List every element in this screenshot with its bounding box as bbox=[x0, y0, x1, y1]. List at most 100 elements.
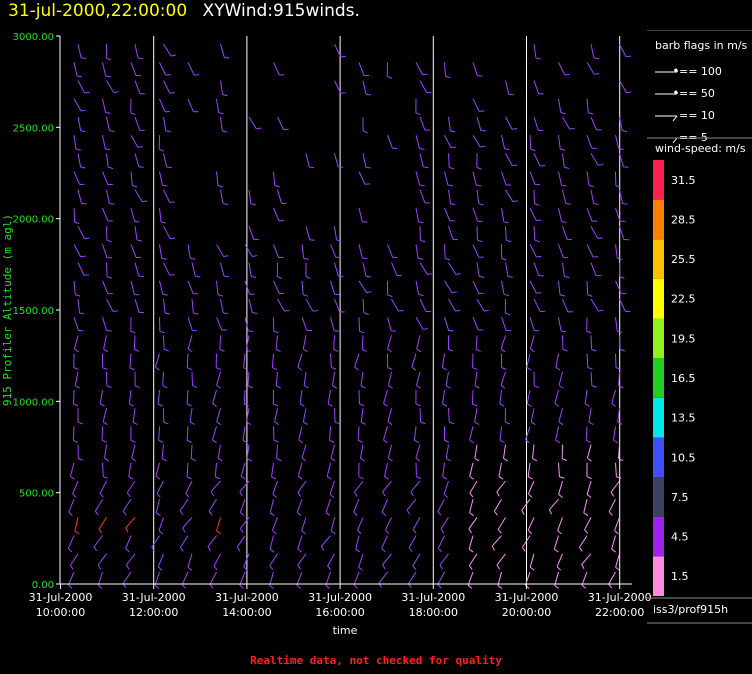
wind-barb bbox=[334, 298, 341, 313]
wind-barb-tick bbox=[365, 275, 371, 278]
wind-barb bbox=[553, 535, 559, 550]
wind-barb bbox=[500, 335, 506, 349]
wind-barb-tick bbox=[94, 510, 99, 516]
wind-barb bbox=[77, 225, 85, 239]
wind-barb bbox=[505, 80, 510, 95]
wind-barb-tick bbox=[185, 493, 190, 498]
wind-barb bbox=[558, 135, 561, 150]
wind-barb bbox=[387, 335, 392, 349]
wind-barb bbox=[472, 280, 480, 294]
wind-barb-tick bbox=[109, 202, 115, 205]
wind-barb bbox=[212, 426, 217, 440]
wind-barb bbox=[529, 335, 535, 350]
wind-barb-tick bbox=[327, 565, 332, 571]
wind-barb bbox=[521, 535, 531, 548]
wind-barb-tick bbox=[451, 291, 457, 294]
wind-barb-tick bbox=[136, 239, 143, 242]
wind-barb-tick bbox=[80, 166, 86, 169]
wind-barb-tick bbox=[615, 185, 621, 188]
wind-barb-tick bbox=[507, 275, 513, 278]
wind-barb bbox=[179, 498, 189, 512]
wind-barb bbox=[102, 135, 106, 150]
wind-barb bbox=[533, 44, 537, 59]
wind-barb-tick bbox=[355, 548, 361, 553]
wind-barb bbox=[558, 408, 563, 422]
wind-barb bbox=[208, 498, 217, 512]
wind-barb bbox=[445, 371, 449, 386]
wind-barb-tick bbox=[361, 348, 367, 352]
wind-barb-tick bbox=[422, 328, 429, 330]
wind-barb bbox=[245, 408, 250, 423]
wind-barb-tick bbox=[155, 475, 161, 480]
wind-barb-tick bbox=[525, 439, 530, 444]
wind-barb-tick bbox=[555, 439, 561, 444]
wind-barb-tick bbox=[585, 439, 591, 443]
wind-barb-tick bbox=[134, 221, 140, 223]
wind-barb-tick bbox=[406, 509, 410, 515]
y-tick-label: 1500.00 bbox=[13, 306, 54, 317]
wind-barb bbox=[187, 317, 193, 331]
wind-barb-tick bbox=[219, 348, 225, 352]
wind-barb-tick bbox=[330, 457, 336, 462]
wind-barb-tick bbox=[155, 366, 160, 371]
wind-barb-tick bbox=[329, 493, 335, 498]
wind-barb-tick bbox=[467, 584, 473, 589]
wind-barb-tick bbox=[499, 439, 505, 444]
wind-barb bbox=[442, 389, 445, 404]
wind-barb bbox=[239, 499, 246, 513]
wind-barb-tick bbox=[622, 130, 628, 133]
wind-barb bbox=[448, 408, 450, 423]
wind-barb bbox=[248, 189, 252, 204]
wind-barb bbox=[497, 571, 502, 586]
wind-barb bbox=[471, 389, 474, 405]
wind-barb bbox=[378, 571, 388, 584]
wind-barb bbox=[130, 244, 137, 258]
wind-barb bbox=[448, 226, 454, 240]
wind-barb-tick bbox=[208, 510, 213, 516]
wind-barb-tick bbox=[77, 75, 83, 78]
wind-barb bbox=[619, 189, 624, 204]
wind-barb bbox=[106, 298, 114, 312]
wind-barb-tick bbox=[239, 584, 244, 589]
wind-barb-tick bbox=[274, 421, 280, 426]
wind-barb-tick bbox=[303, 421, 308, 426]
colorbar-swatch bbox=[653, 318, 664, 359]
wind-barb bbox=[558, 480, 563, 495]
wind-barb bbox=[358, 317, 361, 332]
wind-barb-tick bbox=[619, 276, 625, 279]
wind-barb bbox=[554, 389, 559, 404]
wind-barb bbox=[69, 462, 75, 477]
wind-barb-tick bbox=[134, 348, 140, 352]
wind-barb-tick bbox=[416, 384, 421, 389]
wind-barb bbox=[615, 207, 621, 222]
wind-barb bbox=[555, 353, 559, 368]
wind-barb bbox=[187, 280, 194, 295]
wind-barb bbox=[476, 189, 480, 204]
wind-barb bbox=[499, 389, 502, 404]
wind-barb-tick bbox=[106, 385, 112, 388]
wind-barb bbox=[584, 517, 592, 531]
wind-barb bbox=[77, 262, 85, 276]
wind-barb bbox=[73, 207, 76, 223]
wind-barb-tick bbox=[239, 511, 245, 517]
wind-barb-tick bbox=[251, 275, 257, 278]
wind-barb-tick bbox=[179, 510, 184, 516]
wind-barb bbox=[73, 62, 78, 77]
wind-barb-tick bbox=[556, 566, 562, 571]
wind-barb bbox=[210, 480, 221, 492]
wind-barb bbox=[524, 571, 531, 586]
wind-barb-tick bbox=[455, 309, 461, 312]
wind-barb bbox=[529, 244, 537, 258]
wind-barb bbox=[246, 444, 250, 459]
wind-barb bbox=[240, 517, 250, 529]
wind-barb bbox=[472, 207, 479, 222]
plot-timestamp: 31-jul-2000,22:00:00 bbox=[8, 1, 188, 21]
wind-barb-tick bbox=[106, 276, 112, 279]
wind-barb bbox=[358, 553, 364, 568]
wind-barb-tick bbox=[500, 348, 506, 353]
wind-barb-tick bbox=[610, 491, 615, 497]
wind-barb-tick bbox=[360, 421, 366, 425]
x-tick-time: 20:00:00 bbox=[502, 606, 551, 619]
wind-barb bbox=[244, 244, 253, 257]
wind-barb-tick bbox=[491, 545, 495, 551]
